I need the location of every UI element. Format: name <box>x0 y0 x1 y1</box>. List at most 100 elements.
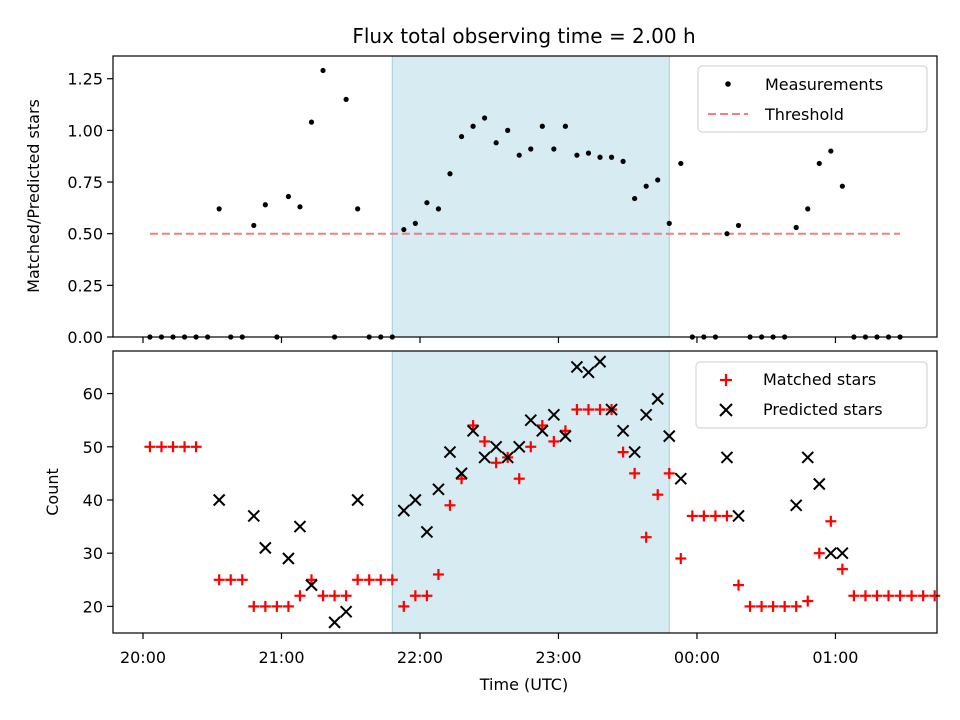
matched-star-point <box>836 563 848 575</box>
chart-title: Flux total observing time = 2.00 h <box>352 24 695 48</box>
measurement-point <box>839 183 845 189</box>
measurement-point <box>597 154 603 160</box>
matched-star-point <box>525 441 537 453</box>
predicted-star-point <box>674 472 688 485</box>
measurement-point <box>343 96 349 102</box>
predicted-star-point <box>570 360 584 374</box>
matched-star-point <box>848 590 860 602</box>
matched-star-point <box>744 600 756 612</box>
matched-star-point <box>467 419 479 431</box>
matched-star-point <box>709 510 721 522</box>
predicted-star-point <box>212 493 226 507</box>
predicted-star-point <box>720 451 734 464</box>
matched-star-point <box>883 590 895 602</box>
bottom-y-tick-label: 50 <box>83 438 103 457</box>
matched-star-point <box>733 579 745 591</box>
predicted-star-point <box>628 445 641 459</box>
measurement-point <box>470 123 476 129</box>
predicted-stars-points <box>212 355 849 629</box>
matched-star-point <box>594 404 606 416</box>
matched-star-point <box>813 547 825 559</box>
matched-star-point <box>675 553 687 565</box>
matched-star-point <box>340 590 352 602</box>
matched-star-point <box>871 590 883 602</box>
matched-star-point <box>767 600 779 612</box>
measurement-point <box>412 220 418 226</box>
measurement-point <box>724 231 730 237</box>
predicted-star-point <box>501 451 514 464</box>
matched-star-point <box>629 467 641 479</box>
measurement-point <box>608 154 615 160</box>
bottom-x-tick-label: 22:00 <box>397 648 443 667</box>
top-y-tick-label: 1.25 <box>67 70 103 89</box>
matched-star-point <box>582 404 594 416</box>
bottom-x-tick-label: 21:00 <box>258 648 304 667</box>
measurement-point <box>482 115 488 121</box>
matched-star-point <box>825 515 837 527</box>
matched-star-point <box>248 600 260 612</box>
measurement-point <box>355 206 361 212</box>
matched-star-point <box>698 510 710 522</box>
measurement-point <box>297 204 303 210</box>
top-y-tick-label: 0.75 <box>67 173 103 192</box>
measurement-point <box>285 193 292 200</box>
bottom-y-tick-label: 60 <box>83 385 103 404</box>
measurement-point <box>539 123 545 129</box>
matched-star-point <box>305 574 317 586</box>
predicted-star-point <box>432 483 445 496</box>
predicted-star-point <box>351 493 364 507</box>
predicted-star-point <box>409 493 422 507</box>
predicted-star-point <box>420 525 434 539</box>
measurement-point <box>435 206 442 212</box>
matched-star-point <box>652 489 664 501</box>
top-y-tick-label: 1.00 <box>67 121 103 140</box>
x-axis-label: Time (UTC) <box>479 675 568 694</box>
predicted-star-point <box>282 552 295 565</box>
predicted-star-point <box>259 541 272 555</box>
legend-measurements-label: Measurements <box>765 75 883 94</box>
matched-star-point <box>363 574 375 586</box>
predicted-star-point <box>732 509 745 523</box>
matched-star-point <box>317 590 329 602</box>
predicted-star-point <box>536 424 549 438</box>
matched-star-point <box>917 590 929 602</box>
observing-window-shade-top <box>391 55 670 338</box>
predicted-star-point <box>466 424 480 438</box>
predicted-star-point <box>305 578 318 592</box>
matched-star-point <box>559 425 571 437</box>
bottom-x-tick-label: 20:00 <box>120 648 166 667</box>
bottom-axes-frame <box>112 350 938 634</box>
measurement-point <box>308 119 315 125</box>
predicted-star-point <box>293 520 307 533</box>
top-y-tick-label: 0.25 <box>67 276 103 295</box>
predicted-star-point <box>616 424 630 438</box>
matched-star-point <box>179 441 191 453</box>
measurement-point <box>585 150 592 156</box>
bottom-axis-ticks: 20 30 40 50 60 20:00 21:00 22:00 23:00 00:00 01:00 <box>83 385 859 667</box>
measurement-point <box>620 158 626 164</box>
bottom-y-tick-label: 40 <box>83 491 103 510</box>
matched-star-point <box>929 590 941 602</box>
measurement-point <box>816 160 822 167</box>
top-axis-ticks: 0.00 0.25 0.50 0.75 1.00 1.25 <box>67 70 837 347</box>
top-legend: Measurements Threshold <box>697 65 928 133</box>
measurement-point <box>505 127 511 133</box>
predicted-star-point <box>789 499 803 512</box>
measurement-point <box>828 148 834 154</box>
matched-star-point <box>155 441 167 453</box>
predicted-star-point <box>443 445 457 459</box>
matched-star-point <box>617 446 629 458</box>
predicted-star-point <box>605 403 618 416</box>
legend-matched-label: Matched stars <box>763 370 876 389</box>
bottom-y-tick-label: 20 <box>83 597 103 616</box>
measurement-point <box>632 195 638 202</box>
matched-star-point <box>386 574 398 586</box>
measurement-point <box>401 226 407 233</box>
bottom-legend-box <box>695 361 928 429</box>
predicted-star-point <box>836 546 849 560</box>
bottom-y-axis-label: Count <box>43 468 62 516</box>
legend-threshold-label: Threshold <box>764 105 844 124</box>
measurement-point <box>424 200 430 206</box>
top-axes-frame <box>112 55 938 338</box>
measurement-point <box>216 206 222 212</box>
